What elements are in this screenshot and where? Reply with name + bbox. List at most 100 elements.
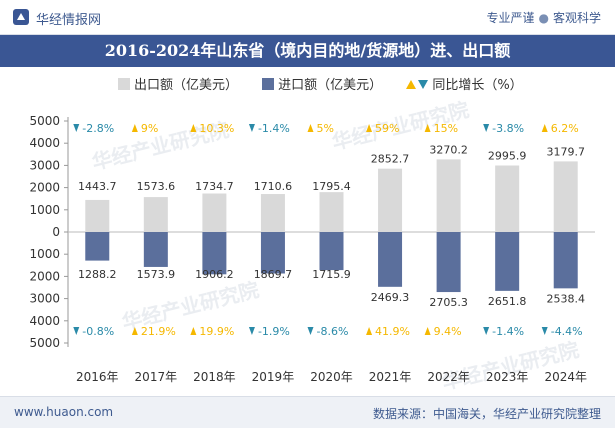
export-growth-up-icon [131, 124, 138, 132]
import-growth-down-icon [248, 327, 255, 335]
export-value-label: 1734.7 [195, 180, 234, 193]
import-growth-down-icon [541, 327, 548, 335]
triangle-down-icon [418, 80, 429, 89]
export-value-label: 1795.4 [312, 180, 351, 193]
x-tick-label: 2023年 [486, 370, 529, 384]
footer: www.huaon.com 数据来源：中国海关，华经产业研究院整理 [0, 396, 615, 428]
export-bar [260, 194, 285, 232]
import-growth-up-icon [131, 327, 138, 335]
logo-icon [13, 9, 29, 25]
export-growth-up-icon [424, 124, 431, 132]
x-tick-label: 2016年 [76, 370, 119, 384]
header-bar: 华经情报网 专业严谨 ● 客观科学 [0, 0, 615, 35]
import-value-label: 2651.8 [488, 295, 527, 308]
export-growth-label: 5% [317, 122, 334, 135]
import-value-label: 2538.4 [546, 292, 585, 305]
data-source: 数据来源：中国海关，华经产业研究院整理 [372, 407, 601, 421]
import-growth-up-icon [190, 327, 197, 335]
slogan-right: 客观科学 [552, 11, 601, 25]
export-value-label: 1443.7 [78, 180, 117, 193]
export-bar [553, 161, 578, 232]
export-bar [143, 197, 168, 232]
y-tick-label: 0 [52, 225, 60, 239]
y-tick-label: 5000 [29, 114, 60, 128]
import-bar [260, 232, 285, 274]
import-bar [202, 232, 227, 275]
import-growth-up-icon [424, 327, 431, 335]
import-growth-label: 21.9% [141, 325, 176, 338]
import-value-label: 1573.9 [137, 268, 176, 281]
import-swatch [262, 78, 275, 90]
import-growth-label: -1.9% [258, 325, 290, 338]
y-tick-label: 5000 [29, 336, 60, 350]
export-bar [495, 165, 520, 232]
import-value-label: 1288.2 [78, 268, 117, 281]
y-tick-label: 4000 [29, 136, 60, 150]
y-tick-label: 2000 [29, 181, 60, 195]
export-value-label: 3270.2 [429, 143, 468, 156]
import-bar [143, 232, 168, 267]
x-tick-label: 2021年 [369, 370, 412, 384]
brand-name[interactable]: 华经情报网 [36, 13, 102, 28]
x-tick-label: 2018年 [193, 370, 236, 384]
y-tick-label: 3000 [29, 292, 60, 306]
import-bar [319, 232, 344, 271]
import-growth-label: -4.4% [551, 325, 583, 338]
legend: 出口额（亿美元） 进口额（亿美元） 同比增长（%） [118, 74, 543, 94]
slogan: 专业严谨 ● 客观科学 [486, 9, 601, 26]
export-growth-up-icon [307, 124, 314, 132]
export-growth-down-icon [73, 124, 80, 132]
import-value-label: 1715.9 [312, 268, 351, 281]
import-value-label: 1906.2 [195, 268, 234, 281]
export-bar [378, 168, 403, 232]
x-tick-label: 2019年 [252, 370, 295, 384]
import-value-label: 2469.3 [371, 291, 410, 304]
import-value-label: 2705.3 [429, 296, 468, 309]
legend-growth: 同比增长（%） [406, 74, 523, 93]
import-growth-label: -8.6% [317, 325, 349, 338]
export-swatch [118, 78, 130, 90]
export-growth-label: 15% [434, 122, 458, 135]
export-value-label: 2995.9 [488, 149, 527, 162]
y-tick-label: 2000 [29, 269, 60, 283]
export-value-label: 1710.6 [254, 180, 293, 193]
legend-export-label: 出口额（亿美元） [134, 78, 239, 93]
import-growth-down-icon [307, 327, 314, 335]
export-growth-up-icon [190, 124, 197, 132]
export-growth-label: 9% [141, 122, 158, 135]
legend-export: 出口额（亿美元） [118, 74, 238, 93]
export-bar [85, 199, 110, 232]
slogan-left: 专业严谨 [486, 11, 535, 25]
export-value-label: 3179.7 [546, 145, 585, 158]
export-growth-label: -1.4% [258, 122, 290, 135]
legend-growth-label: 同比增长（%） [432, 78, 523, 93]
export-growth-down-icon [248, 124, 255, 132]
import-bar [436, 232, 461, 293]
y-tick-label: 1000 [29, 203, 60, 217]
chart-title: 2016-2024年山东省（境内目的地/货源地）进、出口额 [0, 35, 615, 67]
export-bar [202, 193, 227, 232]
x-tick-label: 2022年 [427, 370, 470, 384]
legend-import-label: 进口额（亿美元） [278, 78, 383, 93]
import-growth-label: -1.4% [492, 325, 524, 338]
export-growth-up-icon [366, 124, 373, 132]
export-bar [436, 159, 461, 232]
y-tick-label: 3000 [29, 158, 60, 172]
x-tick-label: 2020年 [310, 370, 353, 384]
x-tick-label: 2017年 [135, 370, 178, 384]
footer-url[interactable]: www.huaon.com [14, 405, 114, 419]
import-growth-label: 41.9% [375, 325, 410, 338]
import-growth-label: 9.4% [434, 325, 462, 338]
import-bar [85, 232, 110, 261]
import-growth-up-icon [366, 327, 373, 335]
y-tick-label: 4000 [29, 314, 60, 328]
import-growth-label: -0.8% [82, 325, 114, 338]
export-growth-label: -2.8% [82, 122, 114, 135]
import-growth-label: 19.9% [199, 325, 234, 338]
slogan-separator: ● [538, 11, 549, 25]
export-growth-up-icon [541, 124, 548, 132]
triangle-up-icon [406, 80, 417, 89]
export-growth-down-icon [483, 124, 490, 132]
import-bar [378, 232, 403, 287]
